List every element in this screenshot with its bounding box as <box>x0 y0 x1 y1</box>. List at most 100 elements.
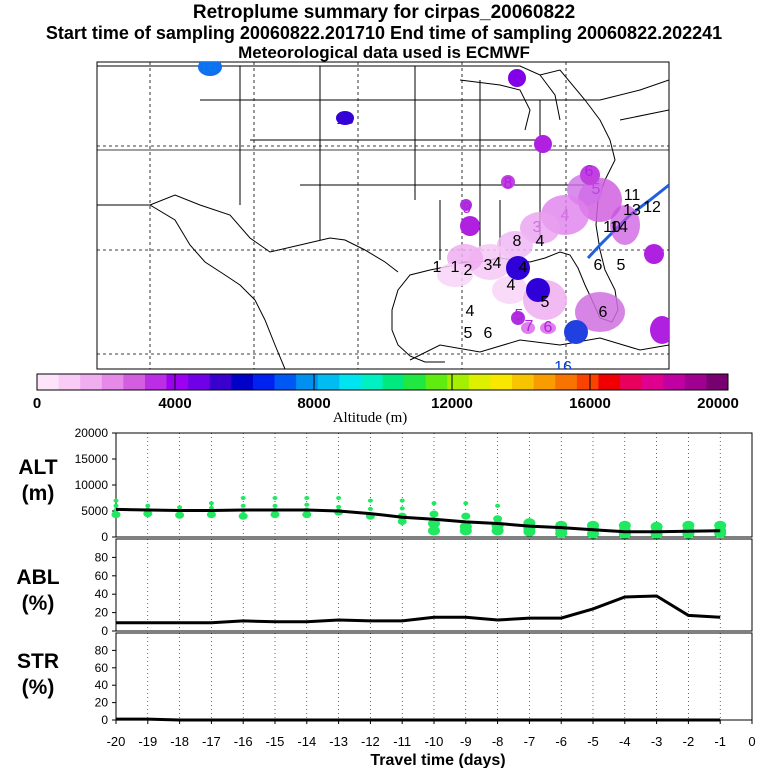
particle-dot <box>428 525 440 536</box>
map-label: 5 <box>464 325 473 342</box>
altitude-panel: 20000 15000 10000 5000 0 <box>75 428 753 544</box>
colorbar-cell <box>166 374 189 390</box>
y-tick-label: 80 <box>95 643 109 657</box>
particle-dot <box>397 517 407 525</box>
x-tick-label: -3 <box>651 734 663 749</box>
particle-dot <box>113 503 119 508</box>
particle-dot <box>523 527 536 537</box>
particle-dot <box>272 496 278 500</box>
map-label: 7 <box>525 318 534 335</box>
particle-dot <box>208 505 214 510</box>
particle-dot <box>367 506 373 511</box>
map-label: 5 <box>592 181 601 198</box>
y-tick-label: 40 <box>95 587 109 601</box>
colorbar-tick-16000: 16000 <box>569 395 611 412</box>
map-label: 8 <box>504 175 513 192</box>
map-label: 9 <box>463 200 472 217</box>
particle-dot <box>113 498 119 503</box>
colorbar-tick-0: 0 <box>33 395 41 412</box>
particle-dot <box>399 498 405 503</box>
colorbar-cell <box>425 374 448 390</box>
map-label: 13 <box>623 202 641 219</box>
map-label: 4 <box>561 207 570 224</box>
map-label: 1 <box>451 259 460 276</box>
colorbar-cell <box>360 374 383 390</box>
colorbar-tick-4000: 4000 <box>158 395 191 412</box>
x-tick-label: -11 <box>393 734 411 749</box>
colorbar-cell <box>598 374 621 390</box>
map-label: 14 <box>610 219 628 236</box>
str-ylabel-line2: (%) <box>22 676 55 699</box>
map-label: 10 <box>645 247 663 264</box>
abl-ylabel-line1: ABL <box>16 566 59 589</box>
colorbar-cell <box>144 374 168 390</box>
map-label: 16 <box>554 359 572 370</box>
map-label: 4 <box>493 255 502 272</box>
y-tick-label: 20 <box>95 606 109 620</box>
colorbar-cell <box>317 374 340 390</box>
particle-dot <box>463 501 469 506</box>
particle-dot <box>240 503 246 508</box>
y-tick-label: 10000 <box>75 478 109 492</box>
map-label: 11 <box>624 187 641 204</box>
colorbar-cell <box>252 374 276 390</box>
colorbar-cell <box>37 374 60 390</box>
x-tick-label: -5 <box>587 734 599 749</box>
colorbar-cell <box>512 374 535 390</box>
particle-dot <box>304 502 310 507</box>
series-line <box>116 594 721 625</box>
series-line <box>116 717 721 722</box>
map-label: 13 <box>336 111 354 128</box>
particle-dot <box>431 501 437 506</box>
colorbar-cell <box>641 374 664 390</box>
particle-dot <box>177 505 183 510</box>
x-tick-label: -16 <box>234 734 253 749</box>
colorbar-cell <box>231 374 254 390</box>
y-tick-label: 20000 <box>75 428 109 440</box>
colorbar-tick-12000: 12000 <box>431 395 473 412</box>
map-label: 7 <box>539 137 548 154</box>
particle-dot <box>459 525 472 536</box>
map-label: 8 <box>513 233 522 250</box>
particle-dot <box>270 511 280 519</box>
x-tick-label: -19 <box>138 734 157 749</box>
met-data-line: Meteorological data used is ECMWF <box>238 43 530 62</box>
colorbar-cell <box>684 374 707 390</box>
particle-dot <box>491 525 504 536</box>
map-label: 4 <box>466 303 475 320</box>
y-tick-label: 0 <box>101 624 108 638</box>
panel-frame <box>115 632 753 721</box>
particle-dot <box>238 512 248 520</box>
x-tick-label: -18 <box>170 734 189 749</box>
colorbar-label: Altitude (m) <box>333 410 408 426</box>
particle-dot <box>302 511 312 519</box>
particle-dot <box>272 503 278 508</box>
map-label: 16 <box>199 59 217 76</box>
x-tick-label: -17 <box>202 734 221 749</box>
sampling-time-line: Start time of sampling 20060822.201710 E… <box>45 23 723 43</box>
particle-dot <box>495 503 501 508</box>
x-tick-label: -13 <box>329 734 348 749</box>
y-tick-label: 40 <box>95 678 109 692</box>
map-label: 3 <box>484 257 493 274</box>
colorbar-cell <box>620 374 643 390</box>
y-tick-label: 0 <box>101 713 108 727</box>
x-tick-label: -10 <box>425 734 444 749</box>
map-label: 10 <box>462 219 480 236</box>
colorbar-cell <box>101 374 124 390</box>
map-label: 3 <box>533 219 542 236</box>
particle-dot <box>111 511 121 519</box>
y-tick-label: 15000 <box>75 452 109 466</box>
alt-ylabel-line1: ALT <box>18 456 57 479</box>
y-tick-label: 0 <box>101 530 108 544</box>
map-label: 12 <box>643 199 661 216</box>
map-label: 2 <box>464 262 473 279</box>
abl-ylabel-line2: (%) <box>22 592 55 615</box>
colorbar-cell <box>576 374 599 390</box>
colorbar-cell <box>274 374 297 390</box>
particle-dot <box>428 518 440 529</box>
colorbar-cell <box>339 374 362 390</box>
particle-dot <box>240 496 246 500</box>
